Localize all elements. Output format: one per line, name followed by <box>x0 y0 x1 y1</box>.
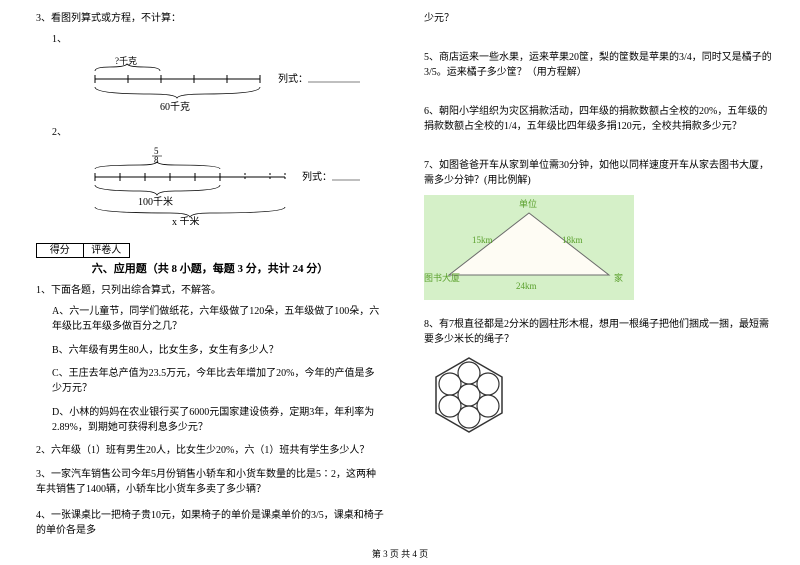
gap <box>36 438 384 440</box>
diag1-bottom-label: 60千克 <box>160 101 190 113</box>
s6-q1b: B、六年级有男生80人，比女生多，女生有多少人？ <box>36 343 384 358</box>
hex-svg <box>424 354 514 436</box>
triangle-diagram: 单位 图书大厦 家 15km 18km 24km <box>424 195 634 300</box>
circle-tl <box>439 373 461 395</box>
s6-q6: 6、朝阳小学组织为灾区捐款活动，四年级的捐款数额占全校的20%，五年级的捐款数额… <box>424 104 772 134</box>
diagram-1: ?千克 60千克 列式： <box>60 54 384 118</box>
triangle-edge-right: 18km <box>562 235 583 245</box>
page-footer: 第 3 页 共 4 页 <box>0 545 800 560</box>
s6-q1d: D、小林的妈妈在农业银行买了6000元国家建设债券，定期3年，年利率为2.89%… <box>36 405 384 435</box>
s6-q1c: C、王庄去年总产值为23.5万元，今年比去年增加了20%，今年的产值是多少万元？ <box>36 366 384 396</box>
s6-q5: 5、商店运来一些水果，运来苹果20筐，梨的筐数是苹果的3/4，同时又是橘子的3/… <box>424 50 772 80</box>
gap <box>36 399 384 402</box>
diag2-bottom-label: x 千米 <box>172 215 200 225</box>
gap <box>424 304 772 314</box>
s6-q1a: A、六一儿童节，同学们做纸花，六年级做了120朵，五年级做了100朵，六年级比五… <box>36 304 384 334</box>
triangle-top: 单位 <box>519 198 537 209</box>
diagram-2: 5 8 100千米 <box>60 147 384 225</box>
q3-sub2-label: 2、 <box>36 125 384 140</box>
section-6-title: 六、应用题（共 8 小题，每题 3 分，共计 24 分） <box>36 260 384 276</box>
circle-bl <box>439 395 461 417</box>
spacer <box>424 436 772 541</box>
circle-center <box>458 384 480 406</box>
score-cell-1: 得分 <box>37 244 84 257</box>
s6-q7: 7、如图爸爸开车从家到单位需30分钟，如他以同样速度开车从家去图书大厦，需多少分… <box>424 158 772 188</box>
gap <box>36 361 384 364</box>
gap <box>36 461 384 465</box>
circle-br <box>477 395 499 417</box>
triangle-edge-left: 15km <box>472 235 493 245</box>
q4-cont: 少元？ <box>424 11 772 26</box>
diagram-2-svg: 5 8 100千米 <box>60 147 360 225</box>
diag2-mid-brace <box>95 185 220 195</box>
s6-q3: 3、一家汽车销售公司今年5月份销售小轿车和小货车数量的比是5∶2，这两种车共销售… <box>36 467 384 497</box>
q3-sub1-label: 1、 <box>36 32 384 47</box>
triangle-right: 家 <box>614 272 623 283</box>
s6-q8: 8、有7根直径都是2分米的圆柱形木棍，想用一根绳子把他们捆成一捆，最短需要多少米… <box>424 317 772 347</box>
diag2-bottom-brace <box>95 207 285 217</box>
score-box: 得分 评卷人 <box>36 243 130 258</box>
diagram-1-svg: ?千克 60千克 列式： <box>60 54 360 118</box>
triangle-left: 图书大厦 <box>424 272 460 283</box>
s6-q1: 1、下面各题，只列出综合算式，不解答。 <box>36 283 384 298</box>
hex-circles-diagram <box>424 354 514 436</box>
gap <box>424 29 772 47</box>
score-cell-2: 评卷人 <box>84 244 130 257</box>
gap <box>36 500 384 505</box>
circle-tr <box>477 373 499 395</box>
diag1-bottom-brace <box>95 87 260 98</box>
page-container: 3、看图列算式或方程，不计算： 1、 ?千克 60千克 列式： <box>0 0 800 545</box>
right-column: 少元？ 5、商店运来一些水果，运来苹果20筐，梨的筐数是苹果的3/4，同时又是橘… <box>404 8 772 541</box>
s6-q2: 2、六年级（1）班有男生20人，比女生少20%，六（1）班共有学生多少人？ <box>36 443 384 458</box>
diag2-formula-label: 列式： <box>302 170 332 183</box>
left-column: 3、看图列算式或方程，不计算： 1、 ?千克 60千克 列式： <box>36 8 404 541</box>
gap <box>424 83 772 101</box>
s6-q4: 4、一张课桌比一把椅子贵10元，如果椅子的单价是课桌单价的3/5，课桌和椅子的单… <box>36 508 384 538</box>
gap <box>36 337 384 340</box>
circle-bottom <box>458 406 480 428</box>
gap <box>424 137 772 155</box>
diag1-formula-label: 列式： <box>278 72 308 85</box>
triangle-svg: 单位 图书大厦 家 15km 18km 24km <box>424 195 634 300</box>
diag2-mid-label: 100千米 <box>138 195 173 208</box>
triangle-edge-bottom: 24km <box>516 281 537 291</box>
circle-top <box>458 362 480 384</box>
q3-title: 3、看图列算式或方程，不计算： <box>36 11 384 26</box>
